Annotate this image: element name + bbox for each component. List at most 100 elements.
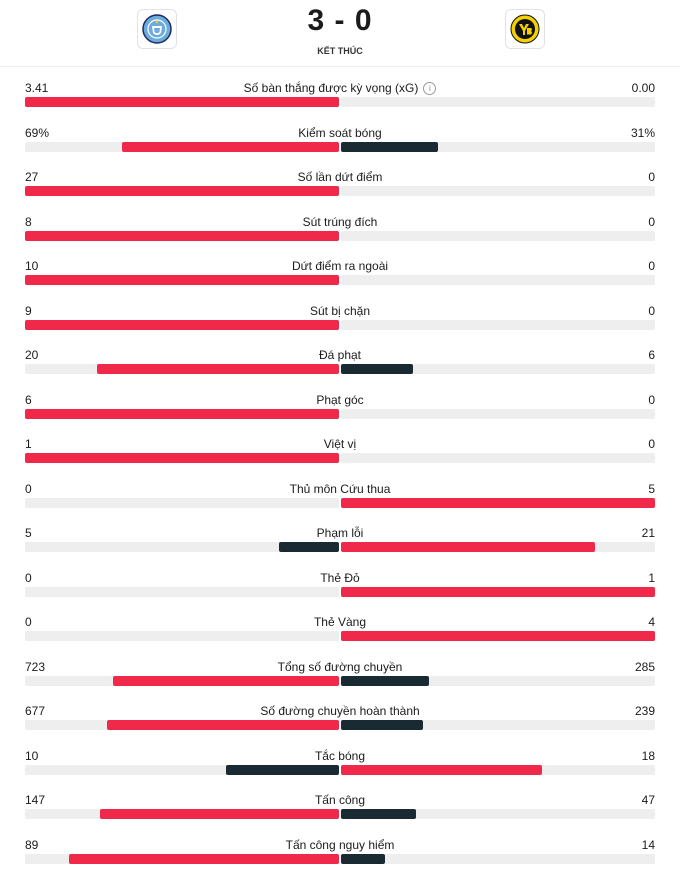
home-bar-track <box>25 631 339 641</box>
manchester-city-crest-icon <box>142 14 172 44</box>
home-bar-track <box>25 186 339 196</box>
home-bar <box>122 141 339 152</box>
stat-row: 0 Thủ môn Cứu thua 5 <box>0 467 680 512</box>
home-stat-value: 10 <box>25 748 39 763</box>
match-header: 3 - 0 KẾT THÚC <box>0 0 680 67</box>
stat-label: Tấn công nguy hiểm <box>140 838 540 852</box>
away-stat-value: 14 <box>641 837 655 852</box>
stat-label: Phạm lỗi <box>140 526 540 540</box>
home-bar-track <box>25 586 339 597</box>
home-bar-track <box>25 319 339 330</box>
stat-row: 89 Tấn công nguy hiểm 14 <box>0 823 680 868</box>
away-team-logo[interactable] <box>505 9 545 49</box>
home-stat-value: 8 <box>25 214 32 229</box>
home-stat-value: 0 <box>25 481 32 496</box>
home-stat-value: 9 <box>25 303 32 318</box>
stat-row: 20 Đá phạt 6 <box>0 333 680 378</box>
home-bar <box>68 853 339 864</box>
home-bar <box>25 408 339 419</box>
stat-label-text: Đá phạt <box>318 348 362 362</box>
home-bar-track <box>25 408 339 419</box>
home-bar-track <box>25 230 339 241</box>
stat-label-text: Phạt góc <box>316 392 364 407</box>
match-status: KẾT THÚC <box>317 46 363 56</box>
home-stat-value: 20 <box>25 348 39 362</box>
away-stat-value: 5 <box>648 481 655 496</box>
away-bar-track <box>341 720 655 730</box>
stat-label: Tấn công <box>140 793 540 807</box>
stat-label: Kiểm soát bóng <box>140 126 540 140</box>
away-bar-track <box>341 275 655 285</box>
stat-label: Phạt góc <box>140 393 540 407</box>
away-bar-track <box>341 764 655 775</box>
stat-label-text: Sút bị chặn <box>309 303 371 318</box>
away-bar <box>341 586 655 597</box>
home-stat-value: 1 <box>25 437 32 451</box>
stat-label: Sút trúng đích <box>140 215 540 229</box>
away-stat-value: 0 <box>648 437 655 451</box>
home-bar-track <box>25 720 339 730</box>
away-bar-track <box>341 809 655 819</box>
stat-label: Số bàn thắng được kỳ vọng (xG) i <box>140 81 540 95</box>
stat-label: Tắc bóng <box>140 749 540 763</box>
home-stat-value: 6 <box>25 392 32 407</box>
away-bar <box>341 764 542 775</box>
home-bar <box>25 186 339 196</box>
stat-label: Thẻ Vàng <box>140 615 540 629</box>
stat-row: 8 Sút trúng đích 0 <box>0 200 680 245</box>
away-bar-track <box>341 319 655 330</box>
away-stat-value: 0 <box>648 303 655 318</box>
away-stat-value: 0 <box>648 214 655 229</box>
away-stat-value: 0 <box>648 170 655 184</box>
away-stat-value: 4 <box>648 615 655 629</box>
home-stat-value: 0 <box>25 615 32 629</box>
home-bar <box>25 319 339 330</box>
home-bar-track <box>25 364 339 374</box>
stat-row: 677 Số đường chuyền hoàn thành 239 <box>0 689 680 734</box>
stat-label: Số lần dứt điểm <box>140 170 540 184</box>
away-stat-value: 0 <box>648 392 655 407</box>
stat-label: Việt vị <box>140 437 540 451</box>
away-bar <box>341 141 439 152</box>
stat-row: 9 Sút bị chặn 0 <box>0 289 680 334</box>
away-bar-track <box>341 408 655 419</box>
stat-label: Sút bị chặn <box>140 304 540 318</box>
home-stat-value: 0 <box>25 570 32 585</box>
stat-label-text: Việt vị <box>323 437 357 451</box>
stat-row: 1 Việt vị 0 <box>0 422 680 467</box>
away-stat-value: 31% <box>630 125 655 140</box>
home-stat-value: 3.41 <box>25 81 49 95</box>
away-stat-value: 21 <box>641 526 655 540</box>
home-bar-track <box>25 542 339 552</box>
stat-label: Đá phạt <box>140 348 540 362</box>
away-bar <box>341 542 596 552</box>
home-stat-value: 723 <box>25 659 46 674</box>
away-bar-track <box>341 631 655 641</box>
away-bar-track <box>341 230 655 241</box>
home-team-logo[interactable] <box>137 9 177 49</box>
stat-label: Thủ môn Cứu thua <box>140 482 540 496</box>
home-bar-track <box>25 809 339 819</box>
stat-row: 0 Thẻ Vàng 4 <box>0 600 680 645</box>
away-bar <box>341 497 655 508</box>
away-bar-track <box>341 497 655 508</box>
home-bar-track <box>25 853 339 864</box>
away-bar-track <box>341 586 655 597</box>
home-stat-value: 69% <box>25 125 50 140</box>
stat-label-text: Tấn công <box>314 793 366 807</box>
stat-label-text: Dứt điểm ra ngoài <box>291 259 389 273</box>
stat-row: 10 Tắc bóng 18 <box>0 734 680 779</box>
away-bar <box>341 809 417 819</box>
stat-label-text: Số lần dứt điểm <box>297 170 383 184</box>
info-icon[interactable]: i <box>423 82 437 95</box>
home-bar-track <box>25 764 339 775</box>
away-stat-value: 285 <box>634 659 655 674</box>
away-bar-track <box>341 542 655 552</box>
stat-label-text: Số đường chuyền hoàn thành <box>260 704 420 718</box>
stat-label: Thẻ Đỏ <box>140 571 540 585</box>
home-stat-value: 89 <box>25 837 39 852</box>
home-bar-track <box>25 275 339 285</box>
away-bar <box>341 853 385 864</box>
home-bar <box>25 97 339 107</box>
home-stat-value: 677 <box>25 704 46 718</box>
